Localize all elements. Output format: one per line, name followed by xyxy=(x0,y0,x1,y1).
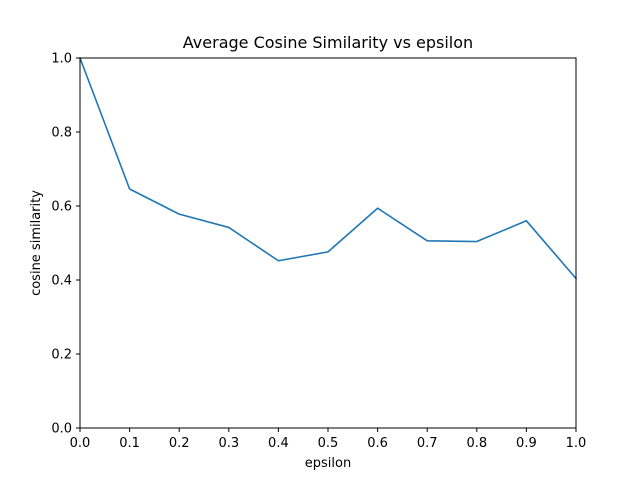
y-axis: 0.0 0.2 0.4 0.6 0.8 1.0 xyxy=(51,52,80,437)
plot-background xyxy=(80,58,576,428)
y-axis-label: cosine similarity xyxy=(29,190,44,296)
y-tick-label: 0.0 xyxy=(51,422,72,437)
x-tick-label: 0.2 xyxy=(169,436,190,451)
chart-title: Average Cosine Similarity vs epsilon xyxy=(183,33,473,52)
y-tick-label: 0.4 xyxy=(51,274,72,289)
x-tick-label: 0.4 xyxy=(268,436,289,451)
plot-area xyxy=(78,56,578,429)
x-axis-label: epsilon xyxy=(305,456,351,471)
y-tick-label: 0.6 xyxy=(51,200,72,215)
x-tick-label: 0.5 xyxy=(318,436,339,451)
x-tick-label: 0.9 xyxy=(516,436,537,451)
x-tick-label: 0.1 xyxy=(119,436,140,451)
x-tick-label: 0.6 xyxy=(367,436,388,451)
y-tick-label: 1.0 xyxy=(51,52,72,67)
series-line-0 xyxy=(78,56,578,280)
x-tick-label: 0.8 xyxy=(466,436,487,451)
x-tick-label: 0.3 xyxy=(218,436,239,451)
x-tick-label: 0.7 xyxy=(417,436,438,451)
x-tick-label: 1.0 xyxy=(566,436,587,451)
x-axis: 0.0 0.1 0.2 0.3 0.4 0.5 0.6 0.7 0.8 0.9 1.0 xyxy=(70,428,587,451)
x-tick-label: 0.0 xyxy=(70,436,91,451)
y-tick-label: 0.8 xyxy=(51,126,72,141)
y-tick-label: 0.2 xyxy=(51,348,72,363)
series-layer xyxy=(78,56,578,280)
